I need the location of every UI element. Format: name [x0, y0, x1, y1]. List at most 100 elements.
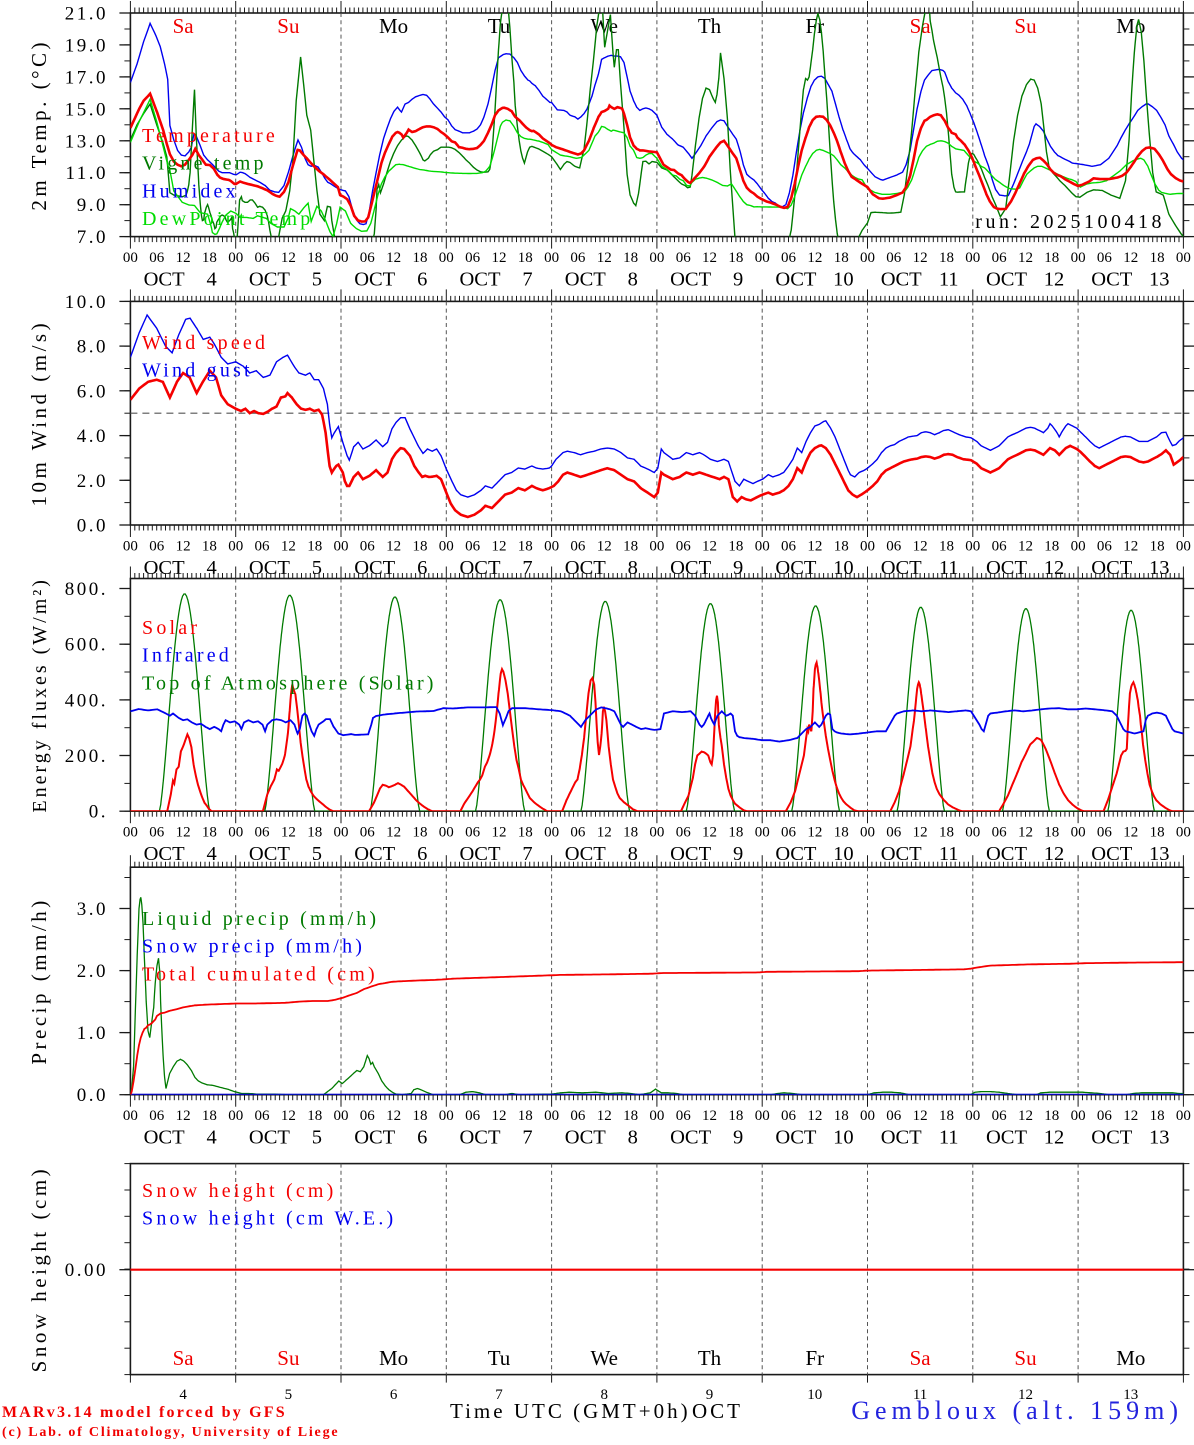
svg-text:8: 8 — [628, 557, 638, 579]
svg-text:00: 00 — [649, 250, 664, 266]
svg-text:9: 9 — [733, 269, 743, 291]
svg-text:10: 10 — [833, 1127, 854, 1149]
svg-text:5: 5 — [312, 843, 322, 865]
svg-text:00: 00 — [1176, 539, 1191, 555]
svg-text:12: 12 — [913, 1108, 928, 1124]
svg-text:OCT: OCT — [986, 1127, 1027, 1149]
svg-text:12: 12 — [913, 250, 928, 266]
svg-text:12: 12 — [176, 539, 191, 555]
svg-text:6: 6 — [390, 1387, 398, 1403]
svg-text:7: 7 — [495, 1387, 503, 1403]
svg-text:00: 00 — [123, 825, 138, 841]
svg-text:13: 13 — [1149, 269, 1170, 291]
svg-text:Liquid precip (mm/h): Liquid precip (mm/h) — [142, 908, 379, 930]
svg-text:6.0: 6.0 — [77, 381, 108, 402]
svg-text:12: 12 — [597, 539, 612, 555]
svg-text:00: 00 — [1071, 250, 1086, 266]
svg-text:13: 13 — [1149, 843, 1170, 865]
svg-text:18: 18 — [518, 825, 533, 841]
svg-text:00: 00 — [1176, 825, 1191, 841]
svg-text:00: 00 — [123, 250, 138, 266]
svg-text:12: 12 — [597, 250, 612, 266]
svg-text:18: 18 — [202, 1108, 217, 1124]
svg-text:12: 12 — [1018, 1108, 1033, 1124]
svg-text:Precip (mm/h): Precip (mm/h) — [27, 897, 51, 1064]
svg-text:6: 6 — [417, 269, 427, 291]
svg-text:06: 06 — [465, 539, 481, 555]
svg-text:12: 12 — [1123, 539, 1138, 555]
svg-text:Th: Th — [698, 14, 722, 38]
svg-text:Mo: Mo — [379, 14, 408, 38]
svg-text:6: 6 — [417, 843, 427, 865]
svg-text:00: 00 — [755, 250, 770, 266]
svg-text:18: 18 — [939, 1108, 954, 1124]
svg-text:06: 06 — [676, 1108, 692, 1124]
svg-text:OCT: OCT — [144, 269, 185, 291]
svg-text:12: 12 — [1123, 1108, 1138, 1124]
svg-text:00: 00 — [544, 539, 559, 555]
svg-text:Su: Su — [1014, 1346, 1037, 1370]
svg-text:00: 00 — [860, 539, 875, 555]
svg-text:06: 06 — [992, 825, 1008, 841]
svg-text:12: 12 — [1018, 1387, 1033, 1403]
svg-text:12: 12 — [597, 1108, 612, 1124]
svg-text:06: 06 — [992, 1108, 1008, 1124]
svg-text:18: 18 — [834, 1108, 849, 1124]
svg-text:06: 06 — [781, 539, 797, 555]
svg-text:00: 00 — [544, 1108, 559, 1124]
svg-text:18: 18 — [1044, 250, 1059, 266]
svg-text:OCT: OCT — [249, 843, 290, 865]
svg-text:11: 11 — [913, 1387, 927, 1403]
svg-text:9: 9 — [706, 1387, 714, 1403]
svg-text:06: 06 — [886, 539, 902, 555]
svg-text:18: 18 — [202, 825, 217, 841]
svg-text:6: 6 — [417, 1127, 427, 1149]
svg-text:12: 12 — [1044, 1127, 1065, 1149]
svg-text:06: 06 — [886, 250, 902, 266]
svg-text:00: 00 — [123, 1108, 138, 1124]
svg-text:18: 18 — [1150, 825, 1165, 841]
svg-text:00: 00 — [860, 825, 875, 841]
svg-text:06: 06 — [781, 825, 797, 841]
svg-text:06: 06 — [1097, 250, 1113, 266]
svg-text:10: 10 — [833, 843, 854, 865]
svg-text:06: 06 — [465, 825, 481, 841]
svg-text:Su: Su — [1014, 14, 1037, 38]
svg-text:00: 00 — [334, 250, 349, 266]
svg-text:10: 10 — [833, 269, 854, 291]
svg-text:Sa: Sa — [173, 14, 195, 38]
svg-text:We: We — [590, 1346, 617, 1370]
svg-text:00: 00 — [228, 825, 243, 841]
svg-text:(c) Lab. of Climatology, Unive: (c) Lab. of Climatology, University of L… — [2, 1425, 339, 1440]
svg-text:12: 12 — [386, 1108, 401, 1124]
svg-text:12: 12 — [702, 539, 717, 555]
svg-text:5: 5 — [285, 1387, 293, 1403]
svg-text:12: 12 — [281, 539, 296, 555]
svg-text:12: 12 — [492, 825, 507, 841]
svg-text:13: 13 — [1149, 557, 1170, 579]
svg-text:8.0: 8.0 — [77, 337, 108, 358]
svg-text:Snow height (cm): Snow height (cm) — [142, 1180, 337, 1202]
svg-text:Sa: Sa — [173, 1346, 195, 1370]
svg-text:12: 12 — [807, 539, 822, 555]
svg-text:10.0: 10.0 — [65, 292, 108, 313]
svg-text:OCT: OCT — [1091, 269, 1132, 291]
svg-text:5: 5 — [312, 1127, 322, 1149]
svg-text:OCT: OCT — [354, 269, 395, 291]
svg-text:DewPoint Temp: DewPoint Temp — [142, 208, 314, 230]
svg-text:21.0: 21.0 — [65, 4, 108, 25]
svg-text:00: 00 — [1176, 250, 1191, 266]
svg-text:18: 18 — [1150, 539, 1165, 555]
svg-text:18: 18 — [1150, 250, 1165, 266]
svg-text:7: 7 — [522, 843, 532, 865]
svg-text:Total cumulated (cm): Total cumulated (cm) — [142, 963, 378, 985]
svg-text:4: 4 — [179, 1387, 187, 1403]
svg-text:Tu: Tu — [488, 1346, 511, 1370]
svg-text:18: 18 — [413, 825, 428, 841]
svg-text:12: 12 — [702, 1108, 717, 1124]
svg-text:06: 06 — [149, 825, 165, 841]
svg-text:06: 06 — [992, 250, 1008, 266]
svg-text:12: 12 — [702, 825, 717, 841]
svg-text:00: 00 — [334, 1108, 349, 1124]
svg-text:06: 06 — [465, 250, 481, 266]
